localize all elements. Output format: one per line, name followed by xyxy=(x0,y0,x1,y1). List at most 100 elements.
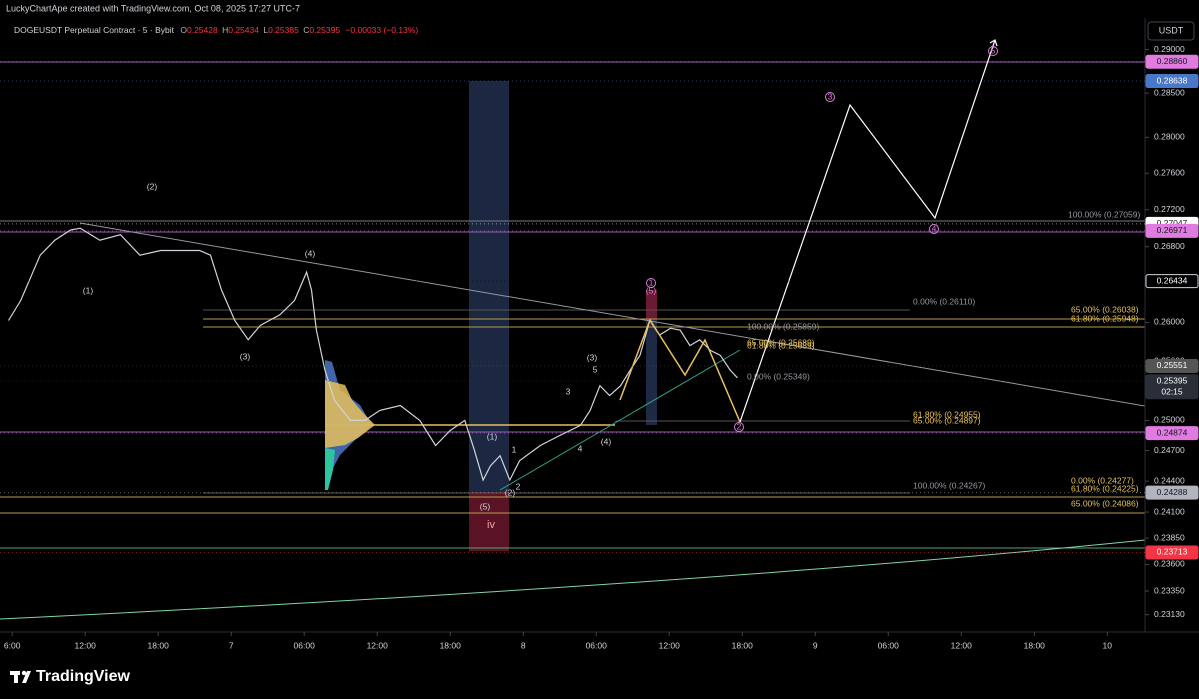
ohlc-value: 0.25434 xyxy=(228,25,259,35)
price-tag xyxy=(1145,374,1199,400)
ohlc-key: H xyxy=(222,25,228,35)
wave-label: 1 xyxy=(512,444,517,454)
price-tag-label: 0.24288 xyxy=(1157,487,1188,497)
ohlc-value: 0.25395 xyxy=(309,25,340,35)
brand: TradingView xyxy=(36,668,131,685)
wave-label: 3 xyxy=(566,386,571,396)
fib-label: 61.80% (0.25689) xyxy=(747,340,815,350)
axis-layer: 0.29000 0.28500 0.28000 0.27600 0.27200 0.268… xyxy=(0,44,1199,650)
y-tick-label: 0.28000 xyxy=(1154,132,1185,142)
x-tick-label: 18:00 xyxy=(440,640,462,650)
y-tick-label: 0.24400 xyxy=(1154,475,1185,485)
currency[interactable]: USDT xyxy=(1159,25,1184,35)
x-tick-label: 7 xyxy=(229,640,234,650)
time-box xyxy=(469,81,509,492)
y-tick-label: 0.23350 xyxy=(1154,585,1185,595)
fib-label: 0.00% (0.25349) xyxy=(747,371,810,381)
x-tick-label: 8 xyxy=(521,640,526,650)
price-tag-label: 0.28638 xyxy=(1157,75,1188,85)
fib-label: 61.80% (0.24955) xyxy=(913,409,981,419)
currency-button[interactable] xyxy=(1147,21,1195,41)
wave-label: iv xyxy=(487,519,495,531)
fib-label: 65.00% (0.26038) xyxy=(1071,304,1139,314)
ohlc-key: L xyxy=(263,25,268,35)
curve xyxy=(0,539,1146,620)
arrow-head xyxy=(989,39,998,47)
price-tag xyxy=(1145,545,1199,560)
y-tick-label: 0.29000 xyxy=(1154,44,1185,54)
price-axis xyxy=(1145,18,1199,632)
wave-label: 2 xyxy=(516,481,521,491)
volume-profile xyxy=(325,380,375,448)
wave-label: (4) xyxy=(601,436,612,446)
wave-circle xyxy=(929,224,939,234)
y-tick-label: 0.24700 xyxy=(1154,445,1185,455)
x-tick-label: 18:00 xyxy=(732,640,754,650)
symbol-header: DOGEUSDT Perpetual Contract · 5 · Bybit … xyxy=(14,25,418,35)
logo-mark xyxy=(22,671,31,683)
volume-profile xyxy=(325,448,335,490)
fib-label: 65.00% (0.24897) xyxy=(913,415,981,425)
x-tick-label: 10 xyxy=(1103,640,1113,650)
y-tick-label: 0.26000 xyxy=(1154,317,1185,327)
y-tick-label: 0.27600 xyxy=(1154,168,1185,178)
wave-label: 1 xyxy=(649,277,654,287)
price-tag xyxy=(1145,426,1199,441)
price-tag-label: 0.28860 xyxy=(1157,56,1188,66)
y-tick-label: 0.25000 xyxy=(1154,415,1185,425)
x-tick-label: 18:00 xyxy=(1024,640,1046,650)
wave-circle xyxy=(988,46,998,56)
symbol: DOGEUSDT Perpetual Contract · 5 · Bybit xyxy=(14,25,175,35)
wave-label: 5 xyxy=(593,364,598,374)
projection-path xyxy=(739,39,996,423)
y-tick-label: 0.24100 xyxy=(1154,506,1185,516)
time-box-red xyxy=(469,492,509,551)
wave-label: (5) xyxy=(480,501,491,511)
fib-label: 65.00% (0.25689) xyxy=(747,337,815,347)
wave-label: (5) xyxy=(646,285,657,295)
fib-label: 61.80% (0.24225) xyxy=(1071,483,1139,493)
wave-label: (1) xyxy=(83,285,94,295)
credit: LuckyChartApe created with TradingView.c… xyxy=(6,3,300,13)
price-tag xyxy=(1145,54,1199,69)
countdown: 02:15 xyxy=(1161,387,1183,397)
price-tag-label: 0.25395 xyxy=(1157,376,1188,386)
x-tick-label: 12:00 xyxy=(367,640,389,650)
time-box xyxy=(646,320,657,425)
logo-mark xyxy=(14,671,18,683)
wave-label: 2 xyxy=(737,421,742,431)
y-tick-label: 0.23600 xyxy=(1154,559,1185,569)
price-tag xyxy=(1145,358,1199,373)
x-tick-label: 9 xyxy=(813,640,818,650)
logo xyxy=(10,670,31,683)
change: −0.00033 (−0.13%) xyxy=(345,25,418,35)
fib-label: 65.00% (0.24086) xyxy=(1071,498,1139,508)
wave-circle xyxy=(734,422,744,432)
wave-path xyxy=(619,318,741,423)
x-tick-label: 12:00 xyxy=(951,640,973,650)
wave-label: (3) xyxy=(240,351,251,361)
y-tick-label: 0.23850 xyxy=(1154,532,1185,542)
wave-label: (1) xyxy=(487,431,498,441)
wave-label: 4 xyxy=(932,223,937,233)
wave-label: 3 xyxy=(828,91,833,101)
wave-circle xyxy=(825,92,835,102)
price-tag-label: 0.23713 xyxy=(1157,547,1188,557)
plot xyxy=(7,227,738,482)
y-tick-label: 0.26800 xyxy=(1154,241,1185,251)
x-tick-label: 6:00 xyxy=(4,640,21,650)
fib-label: 100.00% (0.27059) xyxy=(1068,209,1140,219)
price-line xyxy=(7,227,738,482)
y-tick-label: 0.23130 xyxy=(1154,609,1185,619)
trendline xyxy=(79,222,1146,407)
price-tag xyxy=(1145,485,1199,500)
wave-label: 4 xyxy=(578,443,583,453)
wave-circle xyxy=(646,278,656,288)
fib-label: 0.00% (0.26110) xyxy=(913,296,975,306)
ohlc-key: O xyxy=(180,25,187,35)
price-tag xyxy=(1145,223,1199,238)
x-tick-label: 12:00 xyxy=(659,640,681,650)
fib-label: 100.00% (0.25859) xyxy=(747,321,819,331)
fib-label: 0.00% (0.24277) xyxy=(1071,475,1134,485)
